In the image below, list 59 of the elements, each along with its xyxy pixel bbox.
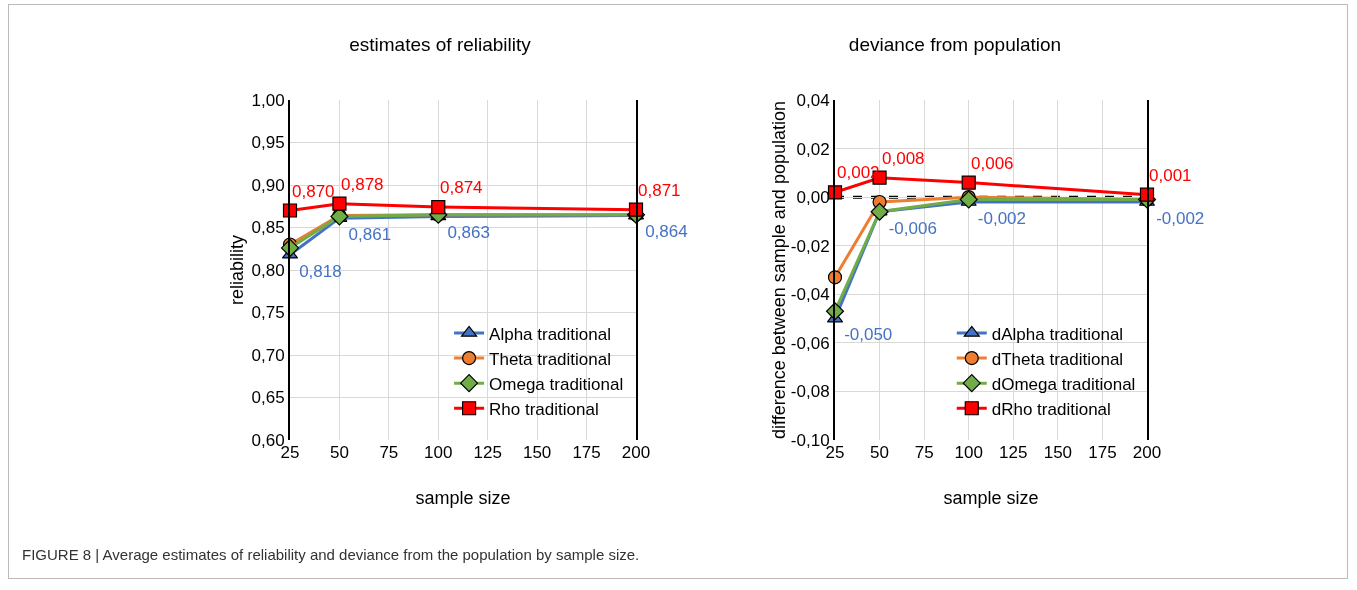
y-tick-label: -0,08: [790, 382, 830, 402]
x-tick-label: 50: [870, 443, 890, 462]
legend-label: dRho traditional: [991, 399, 1111, 419]
data-label: 0,878: [341, 175, 384, 194]
x-tick-label: 200: [621, 443, 651, 462]
y-tick-label: -0,02: [790, 236, 830, 256]
y-tick-label: 0,70: [251, 345, 285, 365]
data-label: 0,870: [292, 182, 335, 201]
legend-label: dOmega traditional: [991, 374, 1136, 394]
x-tick-label: 100: [424, 443, 453, 462]
x-tick-label: 175: [1088, 443, 1117, 462]
legend-label: dAlpha traditional: [991, 324, 1124, 344]
y-tick-label: 0,75: [251, 303, 285, 323]
x-tick-label: 75: [379, 443, 399, 462]
data-label: 0,871: [638, 181, 681, 200]
y-tick-label: -0,04: [790, 285, 830, 305]
legend-label: Rho traditional: [489, 399, 599, 419]
data-label: -0,002: [1156, 208, 1205, 228]
y-axis-title: difference between sample and population: [768, 101, 789, 439]
chart-title: deviance from population: [848, 34, 1062, 56]
data-label: 0,006: [971, 154, 1014, 173]
x-tick-label: 200: [1132, 443, 1162, 462]
y-tick-label: -0,06: [790, 333, 830, 353]
data-label: 0,863: [447, 223, 490, 243]
x-axis-title: sample size: [415, 488, 511, 508]
y-tick-label: 0,90: [251, 175, 285, 195]
data-label: 0,818: [299, 261, 342, 281]
data-label: -0,050: [844, 325, 893, 345]
y-tick-label: 0,85: [251, 218, 285, 238]
y-tick-label: 0,02: [796, 139, 830, 159]
legend-label: Theta traditional: [489, 349, 611, 369]
chart-title: estimates of reliability: [349, 34, 532, 56]
data-label: -0,002: [977, 208, 1027, 228]
data-label: 0,874: [440, 178, 483, 197]
y-tick-label: 0,80: [251, 260, 285, 280]
legend-label: Alpha traditional: [489, 324, 611, 344]
caption: FIGURE 8 | Average estimates of reliability and deviance from the population by sample size.: [22, 546, 640, 563]
y-tick-label: 1,00: [251, 90, 285, 110]
legend-label: Omega traditional: [489, 374, 624, 394]
x-tick-label: 125: [473, 443, 502, 462]
data-label: 0,008: [882, 149, 925, 168]
x-tick-label: 75: [914, 443, 934, 462]
x-tick-label: 50: [329, 443, 349, 462]
data-label: 0,001: [1149, 166, 1192, 185]
data-label: -0,006: [888, 218, 937, 238]
x-tick-label: 175: [572, 443, 601, 462]
data-label: 0,861: [348, 225, 392, 245]
x-tick-label: 150: [522, 443, 552, 462]
x-tick-label: 150: [1043, 443, 1073, 462]
y-tick-label: 0,65: [251, 388, 285, 408]
x-tick-label: 125: [999, 443, 1028, 462]
y-tick-label: 0,04: [796, 90, 830, 110]
y-tick-label: 0,95: [251, 133, 285, 153]
y-tick-label: 0,00: [796, 188, 830, 208]
legend-label: dTheta traditional: [991, 349, 1124, 369]
x-tick-label: 100: [954, 443, 983, 462]
data-label: 0,864: [645, 222, 688, 242]
y-axis-title: reliability: [227, 234, 247, 306]
x-axis-title: sample size: [943, 488, 1039, 508]
